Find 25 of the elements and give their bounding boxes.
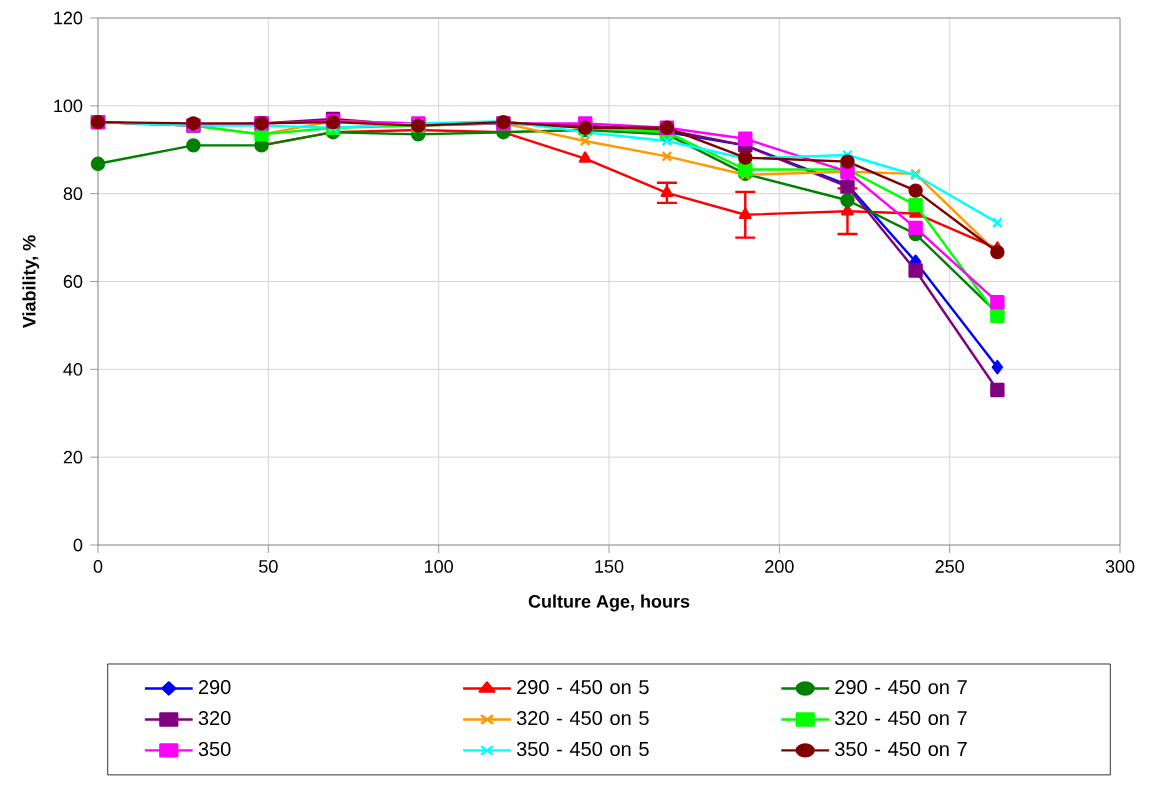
legend-label: 320 - 450 on 5 <box>516 710 649 726</box>
y-tick-label: 0 <box>73 538 83 552</box>
x-tick-label: 150 <box>595 560 624 573</box>
y-tick-label: 120 <box>54 11 83 25</box>
legend-label: 290 - 450 on 5 <box>517 680 649 695</box>
y-tick-label: 40 <box>63 362 83 376</box>
x-tick-label: 250 <box>935 560 964 573</box>
x-tick-label: 50 <box>259 560 278 573</box>
legend-label: 290 - 450 on 7 <box>835 680 967 695</box>
legend-label: 320 <box>198 710 231 726</box>
y-tick-label: 80 <box>63 187 83 201</box>
legend-label: 350 <box>198 741 231 757</box>
y-tick-label: 20 <box>63 450 83 464</box>
legend-label: 290 <box>198 680 231 695</box>
x-axis-title: Culture Age, hours <box>528 594 690 612</box>
y-axis-title: Viability, % <box>22 235 40 329</box>
x-tick-label: 100 <box>425 560 453 573</box>
legend-label: 320 - 450 on 7 <box>835 710 967 726</box>
legend-label: 350 - 450 on 7 <box>835 741 967 757</box>
x-tick-label: 300 <box>1105 560 1135 573</box>
y-tick-label: 100 <box>54 99 83 113</box>
x-tick-label: 200 <box>765 560 794 573</box>
x-tick-label: 0 <box>93 560 103 573</box>
y-tick-label: 60 <box>63 275 83 288</box>
legend-label: 350 - 450 on 5 <box>516 741 649 757</box>
